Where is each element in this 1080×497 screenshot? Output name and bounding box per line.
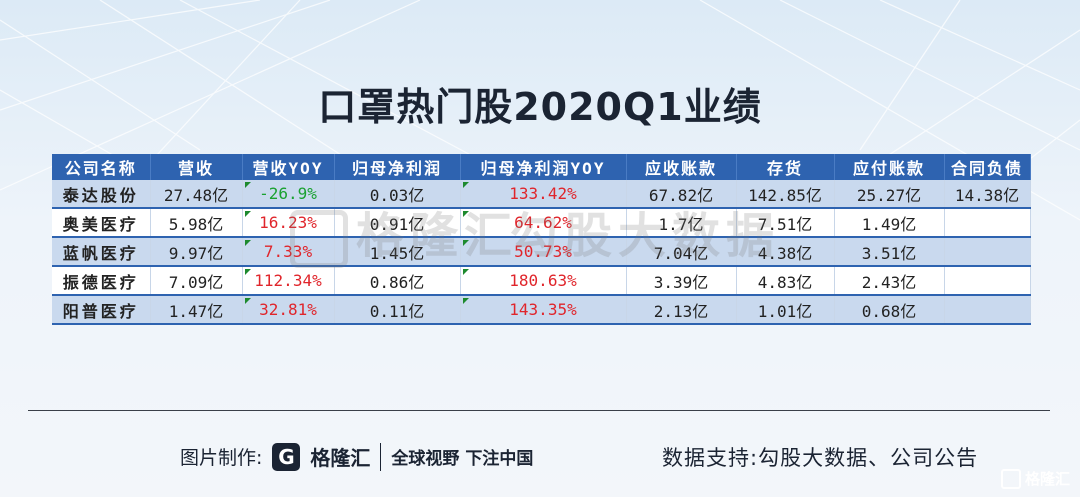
net-profit-yoy-cell: 180.63% <box>460 266 627 296</box>
inventory-cell: 4.83亿 <box>736 266 835 296</box>
footer-divider <box>28 410 1050 411</box>
gelonghui-logo-icon: G <box>272 442 301 471</box>
revenue-yoy-cell: 32.81% <box>242 295 335 325</box>
column-header-revenue: 营收 <box>150 154 243 180</box>
net-profit-cell: 1.45亿 <box>334 237 461 267</box>
payables-cell: 3.51亿 <box>834 237 945 267</box>
column-header-contract-liabilities: 合同负债 <box>944 154 1031 180</box>
receivables-cell: 2.13亿 <box>626 295 737 325</box>
table-row: 蓝帆医疗 9.97亿 7.33% 1.45亿 50.73% 7.04亿 4.38… <box>52 237 1031 267</box>
earnings-table: 公司名称 营收 营收YOY 归母净利润 归母净利润YOY 应收账款 存货 应付账… <box>52 154 1031 325</box>
revenue-cell: 5.98亿 <box>150 208 243 238</box>
column-header-net-profit-yoy: 归母净利润YOY <box>460 154 627 180</box>
net-profit-yoy-cell: 133.42% <box>460 180 627 209</box>
revenue-yoy-cell: 16.23% <box>242 208 335 238</box>
footer-credit: 图片制作: G 格隆汇 全球视野 下注中国 <box>180 442 533 471</box>
column-header-payables: 应付账款 <box>834 154 945 180</box>
receivables-cell: 7.04亿 <box>626 237 737 267</box>
brand-slogan: 全球视野 下注中国 <box>391 449 534 469</box>
net-profit-cell: 0.11亿 <box>334 295 461 325</box>
data-source: 数据支持:勾股大数据、公司公告 <box>662 446 979 470</box>
company-cell: 振德医疗 <box>52 266 151 296</box>
table-row: 奥美医疗 5.98亿 16.23% 0.91亿 64.62% 1.7亿 7.51… <box>52 208 1031 238</box>
brand-name: 格隆汇 <box>310 446 371 470</box>
inventory-cell: 7.51亿 <box>736 208 835 238</box>
net-profit-yoy-cell: 50.73% <box>460 237 627 267</box>
column-header-receivables: 应收账款 <box>626 154 737 180</box>
contract-liabilities-cell <box>944 237 1031 267</box>
net-profit-cell: 0.03亿 <box>334 180 461 209</box>
table-row: 振德医疗 7.09亿 112.34% 0.86亿 180.63% 3.39亿 4… <box>52 266 1031 296</box>
revenue-yoy-cell: 112.34% <box>242 266 335 296</box>
revenue-cell: 7.09亿 <box>150 266 243 296</box>
inventory-cell: 142.85亿 <box>736 180 835 209</box>
revenue-cell: 9.97亿 <box>150 237 243 267</box>
contract-liabilities-cell <box>944 295 1031 325</box>
payables-cell: 25.27亿 <box>834 180 945 209</box>
inventory-cell: 4.38亿 <box>736 237 835 267</box>
net-profit-yoy-cell: 143.35% <box>460 295 627 325</box>
page-title: 口罩热门股2020Q1业绩 <box>318 85 762 129</box>
inventory-cell: 1.01亿 <box>736 295 835 325</box>
company-cell: 泰达股份 <box>52 180 151 209</box>
payables-cell: 2.43亿 <box>834 266 945 296</box>
column-header-inventory: 存货 <box>736 154 835 180</box>
contract-liabilities-cell <box>944 266 1031 296</box>
table-row: 阳普医疗 1.47亿 32.81% 0.11亿 143.35% 2.13亿 1.… <box>52 295 1031 325</box>
revenue-yoy-cell: -26.9% <box>242 180 335 209</box>
column-header-revenue-yoy: 营收YOY <box>242 154 335 180</box>
contract-liabilities-cell <box>944 208 1031 238</box>
table-header-row: 公司名称 营收 营收YOY 归母净利润 归母净利润YOY 应收账款 存货 应付账… <box>52 154 1031 180</box>
corner-logo-icon <box>1000 468 1021 489</box>
receivables-cell: 3.39亿 <box>626 266 737 296</box>
revenue-cell: 27.48亿 <box>150 180 243 209</box>
made-by-label: 图片制作: <box>180 447 263 469</box>
contract-liabilities-cell: 14.38亿 <box>944 180 1031 209</box>
receivables-cell: 67.82亿 <box>626 180 737 209</box>
receivables-cell: 1.7亿 <box>626 208 737 238</box>
net-profit-cell: 0.91亿 <box>334 208 461 238</box>
column-header-net-profit: 归母净利润 <box>334 154 461 180</box>
column-header-company: 公司名称 <box>52 154 151 180</box>
revenue-cell: 1.47亿 <box>150 295 243 325</box>
company-cell: 奥美医疗 <box>52 208 151 238</box>
company-cell: 阳普医疗 <box>52 295 151 325</box>
company-cell: 蓝帆医疗 <box>52 237 151 267</box>
table-row: 泰达股份 27.48亿 -26.9% 0.03亿 133.42% 67.82亿 … <box>52 180 1031 209</box>
revenue-yoy-cell: 7.33% <box>242 237 335 267</box>
payables-cell: 0.68亿 <box>834 295 945 325</box>
net-profit-yoy-cell: 64.62% <box>460 208 627 238</box>
corner-watermark: 格隆汇 <box>1000 468 1070 489</box>
footer-separator <box>380 442 382 471</box>
net-profit-cell: 0.86亿 <box>334 266 461 296</box>
payables-cell: 1.49亿 <box>834 208 945 238</box>
